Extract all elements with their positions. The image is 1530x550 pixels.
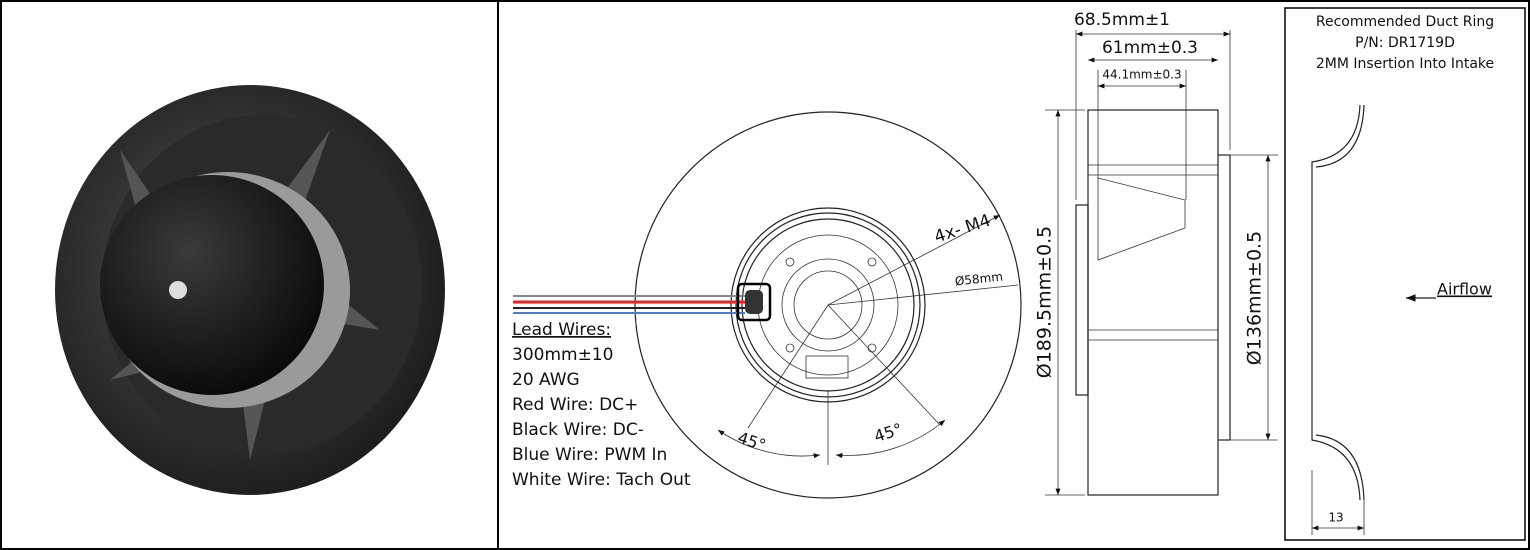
angle-right: 45°: [872, 419, 905, 446]
housing-depth: 61mm±0.3: [1102, 38, 1198, 58]
lead-wires-title: Lead Wires:: [512, 320, 611, 340]
duct-ring-line: P/N: DR1719D: [1355, 35, 1455, 51]
inlet-depth: 44.1mm±0.3: [1102, 68, 1181, 82]
overall-depth: 68.5mm±1: [1074, 10, 1170, 30]
duct-ring-line: 2MM Insertion Into Intake: [1316, 56, 1494, 72]
duct-ring-lines: Recommended Duct Ring P/N: DR1719D 2MM Ins…: [1316, 14, 1494, 72]
lead-wire-line: 300mm±10: [512, 345, 613, 365]
inlet-diameter: Ø136mm±0.5: [1244, 231, 1266, 365]
mount-holes: 4x- M4: [932, 211, 993, 248]
hub-diameter: Ø58mm: [954, 270, 1003, 289]
outer-diameter: Ø189.5mm±0.5: [1034, 226, 1056, 379]
lead-wire-line: White Wire: Tach Out: [512, 470, 691, 490]
lead-wire-line: Black Wire: DC-: [512, 420, 644, 440]
lead-wire-line: 20 AWG: [512, 370, 580, 390]
duct-ring-profile: [1312, 105, 1436, 535]
lead-wire-line: Red Wire: DC+: [512, 395, 638, 415]
fan-photo: [55, 85, 445, 495]
lead-wire-line: Blue Wire: PWM In: [512, 445, 667, 465]
spec-sheet: 4x- M4 Ø58mm 45° 45° Lead Wires: 300mm±1…: [0, 0, 1530, 550]
airflow-label: Airflow: [1437, 280, 1492, 299]
duct-ring-line: Recommended Duct Ring: [1316, 14, 1494, 30]
insertion-depth: 13: [1328, 511, 1343, 525]
angle-left: 45°: [735, 428, 768, 455]
duct-ring-box: [1285, 8, 1525, 540]
lead-wire-lines: 300mm±10 20 AWG Red Wire: DC+ Black Wire: D…: [512, 345, 691, 490]
